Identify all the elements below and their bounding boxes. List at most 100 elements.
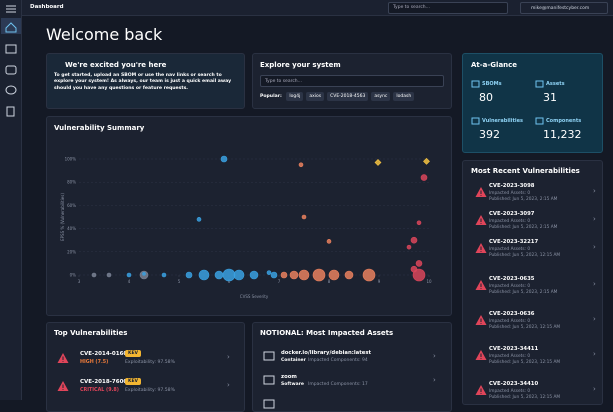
point: [420, 174, 428, 181]
chevron[interactable]: ›: [227, 353, 230, 361]
y-tick-label: 20%: [67, 249, 76, 254]
welcome-heading: Welcome back: [46, 25, 163, 44]
y-tick-label: 0%: [70, 273, 77, 278]
point: [344, 270, 354, 280]
chevron: ›: [593, 280, 596, 288]
published: Published: Jun 5, 2023, 2:15 AM: [489, 225, 558, 230]
x-tick-label: 8: [328, 279, 331, 284]
point: [280, 271, 288, 279]
recent-item[interactable]: CVE-2023-3098 Impacted Assets: 0 Published…: [473, 183, 602, 213]
exploitability: Exploitability: 97.58%: [125, 360, 175, 365]
impacted-assets: Impacted Assets: 0: [489, 191, 531, 196]
point: [142, 272, 146, 276]
asset-name: zoom: [281, 374, 297, 380]
impacted-assets: Impacted Assets: 0: [489, 247, 531, 252]
point: [362, 268, 376, 282]
severity: CRITICAL (9.8): [80, 388, 119, 393]
glance-label: Assets: [546, 81, 565, 87]
warning-icon: [57, 353, 69, 363]
recent-item[interactable]: CVE-2023-0636 Impacted Assets: 0 Published…: [473, 311, 602, 341]
point: [328, 269, 340, 281]
glance-value: 80: [479, 91, 493, 104]
asset-components: Impacted Components: 94: [308, 358, 368, 363]
home-icon[interactable]: [5, 22, 17, 33]
docs-icon[interactable]: [6, 106, 15, 117]
x-axis-label: CVSS Severity: [240, 294, 269, 299]
chevron: ›: [593, 315, 596, 323]
warning-icon: [475, 385, 487, 395]
popular-chip[interactable]: lodash: [393, 92, 415, 101]
point: [374, 159, 382, 166]
vuln-icon[interactable]: [5, 85, 17, 95]
vuln-id: CVE-2023-0636: [489, 311, 535, 317]
kev-badge: KEV: [125, 378, 142, 385]
chevron: ›: [593, 350, 596, 358]
recent-item[interactable]: CVE-2023-32217 Impacted Assets: 0 Publishe…: [473, 239, 602, 269]
warning-icon: [475, 215, 487, 225]
top-search[interactable]: Type to search...: [388, 2, 508, 14]
page-title: Dashboard: [30, 4, 64, 10]
popular-chip[interactable]: async: [371, 92, 391, 101]
assets-icon[interactable]: [5, 65, 17, 75]
top-card: Top Vulnerabilities CVE-2014-0160 KEV HIGH…: [46, 322, 245, 412]
warning-icon: [475, 280, 487, 290]
popular-chip[interactable]: log4j: [286, 92, 304, 101]
glance-icon: [471, 80, 480, 88]
chart-title: Vulnerability Summary: [54, 124, 145, 132]
exploitability: Exploitability: 97.58%: [125, 388, 175, 393]
point: [423, 157, 430, 165]
point: [220, 155, 228, 163]
warning-icon: [475, 315, 487, 325]
chevron: ›: [593, 385, 596, 393]
recent-title: Most Recent Vulnerabilities: [471, 167, 580, 175]
point: [289, 270, 299, 280]
explore-title: Explore your system: [260, 61, 341, 69]
published: Published: Jun 5, 2023, 12:15 AM: [489, 360, 561, 365]
vuln-id: CVE-2023-34411: [489, 346, 539, 352]
point: [198, 269, 210, 281]
published: Published: Jun 5, 2023, 12:15 AM: [489, 325, 561, 330]
chart-card: Vulnerability Summary 0% 20% 40% 60% 80% 100%…: [46, 116, 452, 316]
point: [196, 217, 202, 222]
glance-icon: [535, 80, 544, 88]
intro-body: To get started, upload an SBOM or use th…: [54, 73, 232, 91]
glance-value: 31: [543, 91, 557, 104]
impacted-assets: Impacted Assets: 0: [489, 389, 531, 394]
point: [301, 214, 307, 220]
top-title: Top Vulnerabilities: [54, 329, 128, 337]
published: Published: Jun 5, 2023, 2:15 AM: [489, 197, 558, 202]
y-tick-label: 100%: [65, 157, 77, 162]
chevron[interactable]: ›: [227, 381, 230, 389]
explore-search[interactable]: Type to search...: [260, 75, 444, 87]
recent-item[interactable]: CVE-2023-3097 Impacted Assets: 0 Published…: [473, 211, 602, 241]
point: [106, 272, 112, 278]
x-tick-label: 6: [228, 279, 231, 284]
menu-icon[interactable]: [6, 5, 16, 13]
chevron[interactable]: ›: [433, 352, 436, 360]
vuln-id: CVE-2023-3097: [489, 211, 535, 217]
sbom-icon[interactable]: [5, 44, 17, 54]
recent-item[interactable]: CVE-2023-34411 Impacted Assets: 0 Publishe…: [473, 346, 602, 376]
y-axis-label: EPSS % (Vulnerabilities): [60, 193, 65, 241]
popular-chip[interactable]: CVE-2018-4563: [327, 92, 369, 101]
x-tick-label: 7: [278, 279, 281, 284]
point: [126, 272, 132, 278]
popular-row: Popular: log4j axios CVE-2018-4563 async lod…: [260, 92, 417, 101]
chevron[interactable]: ›: [433, 376, 436, 384]
explore-card: Explore your system Type to search... Po…: [252, 53, 452, 109]
popular-chip[interactable]: axios: [306, 92, 325, 101]
published: Published: Jun 5, 2023, 2:15 AM: [489, 290, 558, 295]
user-menu[interactable]: mike@manifestcyber.com: [520, 2, 608, 14]
y-tick-label: 80%: [67, 180, 76, 185]
glance-label: Vulnerabilities: [482, 118, 523, 124]
recent-item[interactable]: CVE-2023-0635 Impacted Assets: 0 Published…: [473, 276, 602, 306]
vuln-id: CVE-2023-3098: [489, 183, 535, 189]
point: [326, 239, 332, 244]
point: [270, 271, 278, 279]
asset-components: Impacted Components: 17: [308, 382, 368, 387]
sidebar-icons: [1, 5, 21, 117]
point: [412, 268, 426, 282]
recent-item[interactable]: CVE-2023-34410 Impacted Assets: 0 Publishe…: [473, 381, 602, 404]
warning-icon: [475, 187, 487, 197]
